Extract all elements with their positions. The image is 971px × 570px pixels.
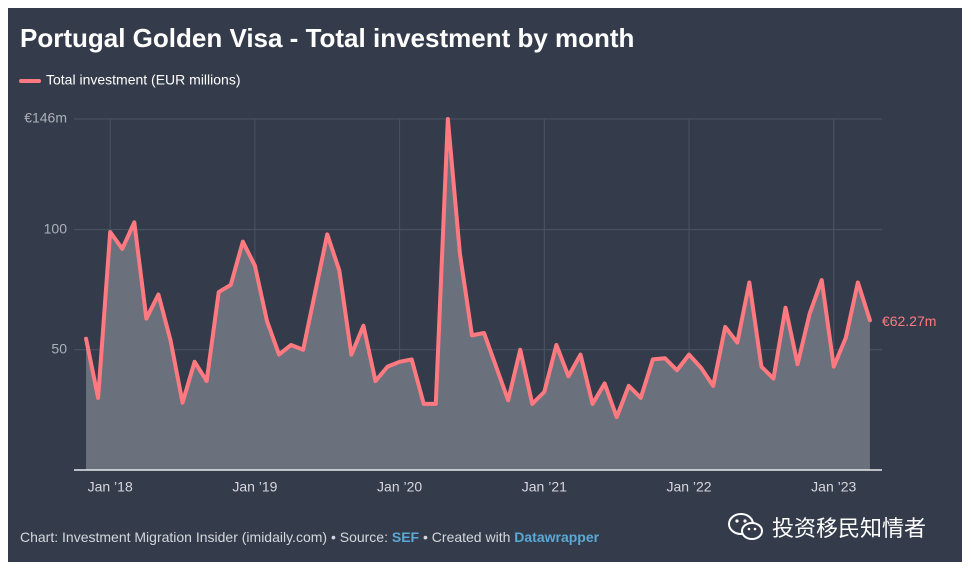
source-link[interactable]: SEF [391,529,420,545]
area [86,119,870,470]
footer: Chart: Investment Migration Insider (imi… [20,529,599,545]
x-tick-label: Jan ’22 [666,479,711,495]
line [84,117,872,420]
y-tick-label: €146m [24,110,67,126]
y-tick-label: 50 [51,340,67,356]
watermark-text: 投资移民知情者 [772,517,927,542]
value-label: €62.27m [882,313,936,329]
tool-link[interactable]: Datawrapper [514,529,600,545]
x-tick-label: Jan ’20 [377,479,422,495]
x-tick-label: Jan ’19 [232,479,277,495]
chart-title: Portugal Golden Visa - Total investment … [20,23,634,53]
watermark: 投资移民知情者 [726,510,926,544]
x-tick-label: Jan ’23 [811,479,856,495]
footer-text: • Created with [419,529,515,545]
x-tick-label: Jan ’21 [522,479,567,495]
x-tick-label: Jan ’18 [88,479,133,495]
y-tick-label: 100 [44,220,68,236]
legend-label: Total investment (EUR millions) [46,72,241,88]
wechat-icon [728,513,763,540]
footer-text: Chart: Investment Migration Insider (imi… [20,529,392,545]
